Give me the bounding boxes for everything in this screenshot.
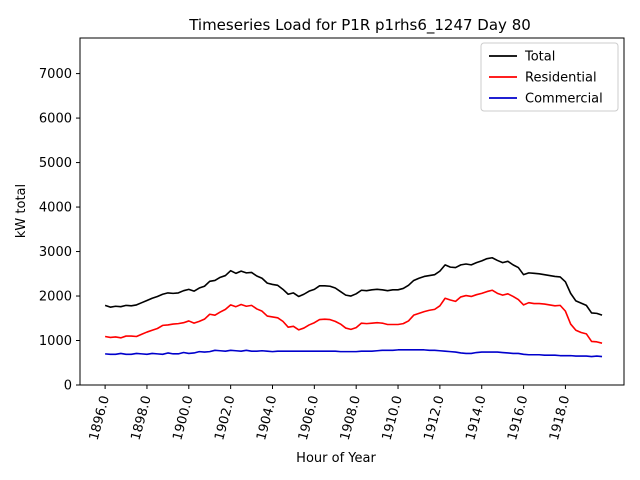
y-axis-label: kW total — [14, 184, 29, 238]
y-tick-label: 5000 — [39, 156, 72, 171]
legend-label-commercial: Commercial — [525, 92, 603, 107]
legend-label-residential: Residential — [525, 71, 597, 86]
y-tick-label: 1000 — [39, 334, 72, 349]
y-tick-label: 0 — [64, 379, 72, 394]
y-tick-label: 3000 — [39, 245, 72, 260]
y-tick-label: 6000 — [39, 112, 72, 127]
chart-title: Timeseries Load for P1R p1rhs6_1247 Day … — [188, 16, 531, 35]
plot-frame — [79, 37, 625, 386]
legend-label-total: Total — [524, 50, 555, 65]
series-line-commercial — [105, 349, 603, 358]
series-line-total — [104, 256, 603, 316]
y-tick-label: 7000 — [39, 67, 72, 82]
y-tick-label: 4000 — [39, 201, 72, 216]
series-line-residential — [104, 289, 603, 344]
legend: Total Residential Commercial — [480, 42, 619, 112]
y-tick-label: 2000 — [39, 290, 72, 305]
legend-box — [480, 42, 619, 112]
x-axis-label: Hour of Year — [296, 451, 376, 466]
